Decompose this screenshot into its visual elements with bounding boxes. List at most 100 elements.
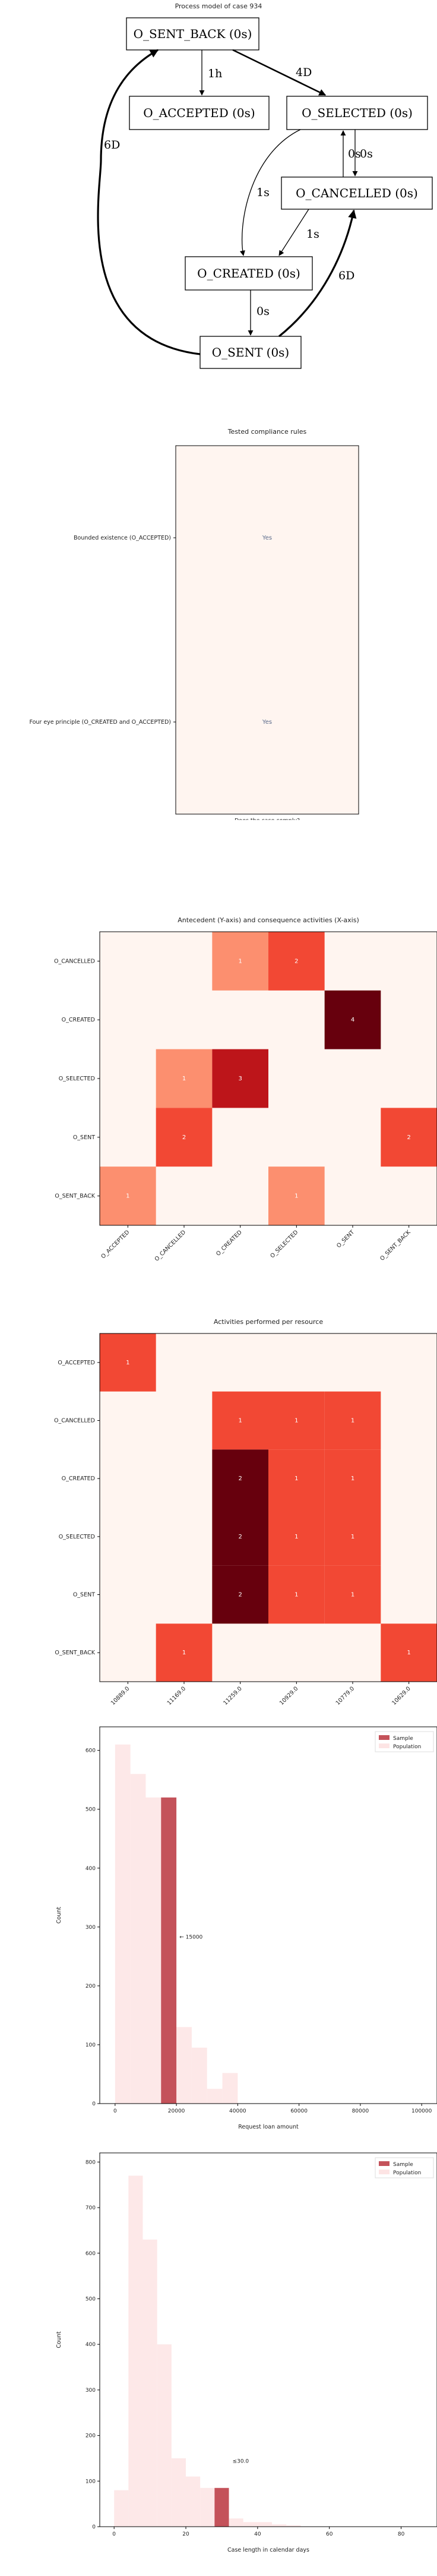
antecedent-heatmap-ytick-label: O_CREATED [62,1017,95,1023]
resource-heatmap-cell [212,1391,268,1450]
compliance-rule-label: Bounded existence (O_ACCEPTED) [74,535,171,541]
resource-heatmap-cell [212,1565,268,1624]
resource-heatmap-cell-value: 1 [351,1418,354,1424]
loan-histogram-xtick-label: 40000 [229,2108,246,2114]
antecedent-heatmap-cell-value: 1 [126,1193,129,1200]
process-node-label: O_CANCELLED (0s) [296,186,418,200]
compliance-xlabel: Does the case comply? [235,818,300,820]
loan-histogram-legend [375,1731,434,1752]
resource-heatmap-cell-value: 2 [238,1592,242,1598]
antecedent-heatmap-ytick-label: O_SENT_BACK [55,1193,95,1200]
resource-heatmap-ytick-label: O_SENT [73,1592,95,1598]
case-length-histogram-annotation: ≤30.0 [233,2459,249,2465]
case-length-histogram-ytick-label: 200 [86,2433,96,2439]
resource-heatmap-cell [156,1623,213,1682]
process-node-cancelled [281,176,433,210]
antecedent-heatmap-xtick-label: O_SENT [335,1229,356,1249]
resource-heatmap-xtick-label: 10929.0 [278,1685,300,1707]
resource-heatmap-ytick-label: O_CANCELLED [54,1418,95,1424]
process-model: Process model of case 934 O_SENT_BACK (0s… [97,2,433,369]
loan-histogram-legend-swatch-population [379,1743,390,1748]
antecedent-heatmap-cell [156,1049,213,1108]
resource-heatmap-cell [324,1565,381,1624]
case-length-histogram-legend-population: Population [393,2170,421,2176]
process-edge-label: 1h [208,67,222,80]
process-node-label: O_SENT (0s) [212,345,290,360]
case-length-histogram-xtick-label: 0 [112,2531,116,2537]
antecedent-heatmap-xtick-label: O_ACCEPTED [100,1229,131,1260]
case-length-histogram-sample-bar [214,2487,229,2527]
loan-histogram-ytick-label: 100 [86,2042,96,2048]
loan-histogram-xtick-label: 100000 [411,2108,432,2114]
resource-heatmap-ytick-label: O_ACCEPTED [58,1360,95,1366]
case-length-histogram-population-bar [243,2522,258,2527]
process-node-created [185,256,313,291]
case-length-histogram-population-bar [286,2525,301,2527]
loan-histogram-xtick-label: 0 [113,2108,117,2114]
case-length-histogram-ylabel: Count [56,2331,62,2348]
resource-heatmap-ytick-label: O_SELECTED [59,1534,95,1540]
case-length-histogram-population-bar [229,2518,243,2527]
antecedent-heatmap-cell-value: 1 [182,1076,186,1082]
antecedent-heatmap-cell [212,932,268,991]
resource-heatmap-cell-value: 1 [351,1592,354,1598]
case-length-histogram-population-bar [128,2175,143,2527]
case-length-histogram-xtick-label: 40 [254,2531,261,2537]
resource-heatmap-cell-value: 1 [126,1360,129,1366]
case-length-histogram-xlabel: Case length in calendar days [227,2547,309,2553]
process-edge-label: 6D [104,138,120,152]
antecedent-heatmap-cell-value: 2 [182,1134,186,1141]
antecedent-heatmap-cell-value: 2 [407,1134,410,1141]
loan-histogram-xtick-label: 60000 [290,2108,308,2114]
case-length-histogram-population-bar [171,2458,186,2527]
resource-heatmap-cell [324,1508,381,1566]
resource-heatmap-cell [324,1391,381,1450]
case-length-histogram-xtick-label: 60 [326,2531,333,2537]
antecedent-heatmap-cell-value: 2 [294,958,298,964]
loan-histogram-ylabel: Count [56,1907,62,1924]
loan-histogram-xlabel: Request loan amount [238,2124,299,2130]
process-edge-sent_back-to-selected [232,49,327,96]
antecedent-heatmap-cell [324,990,381,1049]
case-length-histogram-legend-swatch-sample [379,2161,390,2166]
antecedent-heatmap-xtick-label: O_CANCELLED [154,1229,188,1263]
antecedent-heatmap-ytick-label: O_CANCELLED [54,958,95,964]
case-length-histogram-ytick-label: 700 [86,2205,96,2211]
case-length-histogram-ytick-label: 500 [86,2296,96,2302]
process-model-title: Process model of case 934 [175,2,262,10]
resource-heatmap-cell-value: 1 [238,1418,242,1424]
case-length-histogram-xtick-label: 20 [182,2531,189,2537]
loan-histogram-legend-sample: Sample [393,1736,413,1742]
loan-histogram-sample-bar [161,1797,177,2104]
antecedent-heatmap-cell [381,1108,437,1167]
loan-histogram-ytick-label: 200 [86,1984,96,1989]
case-length-histogram-ytick-label: 600 [86,2251,96,2257]
case-length-histogram-legend-sample: Sample [393,2162,413,2168]
case-length-histogram-population-bar [157,2344,172,2527]
resource-heatmap-cell [268,1449,325,1508]
process-node-label: O_CREATED (0s) [197,266,300,280]
compliance-value: Yes [262,719,272,726]
resource-heatmap-cell [268,1565,325,1624]
resource-heatmap-cell [212,1508,268,1566]
resource-heatmap-cell [381,1623,437,1682]
case-length-histogram-frame [99,2152,437,2527]
process-edge-label: 1s [256,186,270,199]
antecedent-heatmap-xtick-label: O_SENT_BACK [379,1229,412,1262]
process-edge-sent-to-cancelled [278,209,357,338]
antecedent-heatmap-cell-value: 1 [238,958,242,964]
loan-histogram-ytick-label: 300 [86,1925,96,1931]
loan-amount-histogram: 0 20000 40000 60000 80000 100000 0 100 200 300 400… [56,1726,437,2130]
loan-histogram-population-bar [222,2073,238,2104]
loan-histogram-population-bar [115,1744,131,2104]
loan-histogram-legend-population: Population [393,1744,421,1750]
antecedent-heatmap-xtick-label: O_CREATED [215,1229,243,1257]
case-length-histogram-population-bar [114,2490,129,2527]
resource-heatmap-cell [324,1449,381,1508]
case-length-histogram-legend-swatch-population [379,2170,390,2174]
case-length-histogram-legend [375,2157,434,2178]
process-node-selected [286,96,428,130]
case-length-histogram-population-bar [257,2522,273,2527]
